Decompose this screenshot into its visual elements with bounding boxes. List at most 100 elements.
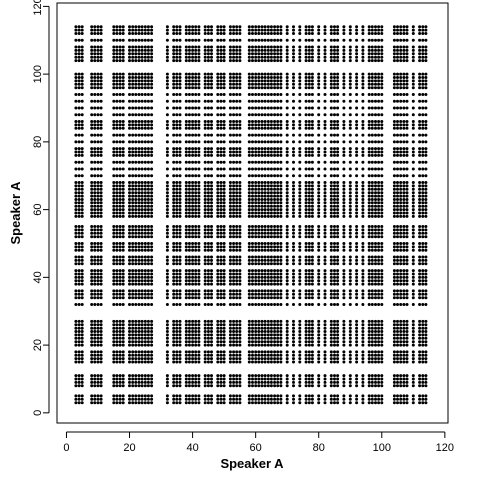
data-point [269, 79, 273, 83]
data-point [348, 245, 352, 249]
data-point [298, 167, 302, 171]
data-point [197, 242, 201, 245]
data-point [134, 214, 138, 218]
data-point [74, 333, 78, 337]
data-point [269, 194, 273, 198]
data-point [232, 59, 236, 63]
data-point [238, 380, 242, 384]
data-point [317, 167, 321, 171]
data-point [194, 28, 198, 32]
data-point [355, 208, 359, 212]
data-point [251, 48, 254, 52]
data-point [285, 140, 289, 144]
data-point [128, 343, 131, 347]
data-point [317, 79, 321, 83]
data-point [348, 279, 352, 283]
data-point [128, 93, 131, 96]
data-point [77, 340, 81, 344]
data-point [184, 204, 188, 208]
data-point [238, 208, 242, 212]
data-point [187, 360, 191, 364]
data-point [77, 174, 81, 178]
data-point [238, 272, 242, 276]
data-point [137, 350, 141, 354]
data-point [219, 59, 223, 63]
data-point [279, 52, 283, 56]
data-point [77, 336, 81, 340]
data-point [90, 133, 94, 137]
data-point [194, 79, 198, 83]
data-point [93, 394, 97, 398]
data-point [210, 191, 213, 195]
data-point [260, 72, 264, 76]
data-point [298, 336, 302, 340]
data-point [219, 296, 223, 300]
data-point [96, 79, 100, 83]
data-point [80, 167, 84, 171]
data-point [333, 279, 336, 283]
data-point [90, 48, 94, 52]
data-point [307, 353, 311, 357]
data-point [235, 204, 239, 208]
data-point [99, 198, 103, 201]
data-point [285, 350, 289, 354]
data-point [323, 208, 327, 212]
data-point [336, 336, 340, 340]
data-point [184, 269, 188, 273]
data-point [128, 126, 131, 130]
data-point [279, 384, 283, 388]
data-point [323, 214, 327, 218]
data-point [165, 181, 169, 184]
data-point [307, 303, 311, 306]
data-point [99, 360, 103, 364]
data-point [146, 72, 150, 76]
data-point [260, 272, 264, 276]
data-point [137, 340, 141, 344]
data-point [99, 269, 103, 273]
data-point [96, 319, 100, 323]
data-point [194, 401, 198, 405]
data-point [260, 258, 264, 262]
data-point [112, 275, 116, 279]
data-point [260, 201, 264, 205]
data-point [128, 319, 131, 323]
data-point [197, 113, 201, 117]
data-point [228, 377, 232, 381]
data-point [333, 269, 336, 273]
data-point [172, 204, 176, 208]
data-point [146, 147, 150, 151]
data-point [137, 397, 141, 401]
data-point [232, 296, 236, 300]
data-point [304, 214, 308, 218]
data-point [74, 45, 78, 49]
data-point [222, 279, 226, 283]
data-point [165, 296, 169, 300]
data-point [128, 242, 131, 245]
data-point [279, 225, 283, 228]
data-point [118, 323, 122, 327]
data-point [279, 292, 283, 296]
data-point [216, 59, 220, 63]
data-point [216, 28, 220, 32]
data-point [307, 258, 311, 262]
data-point [232, 86, 236, 90]
data-point [310, 235, 314, 239]
data-point [134, 55, 138, 59]
data-point [285, 343, 289, 347]
data-point [222, 123, 226, 127]
data-point [175, 262, 179, 266]
data-point [232, 72, 236, 76]
data-point [134, 275, 138, 279]
data-point [310, 150, 314, 154]
data-point [80, 45, 84, 49]
data-point [323, 235, 327, 239]
data-point [121, 174, 125, 178]
data-point [172, 126, 176, 130]
data-point [269, 279, 273, 283]
data-point [112, 319, 116, 323]
data-point [178, 181, 182, 184]
data-point [247, 353, 251, 357]
data-point [131, 258, 135, 262]
data-point [323, 275, 327, 279]
data-point [150, 343, 154, 347]
